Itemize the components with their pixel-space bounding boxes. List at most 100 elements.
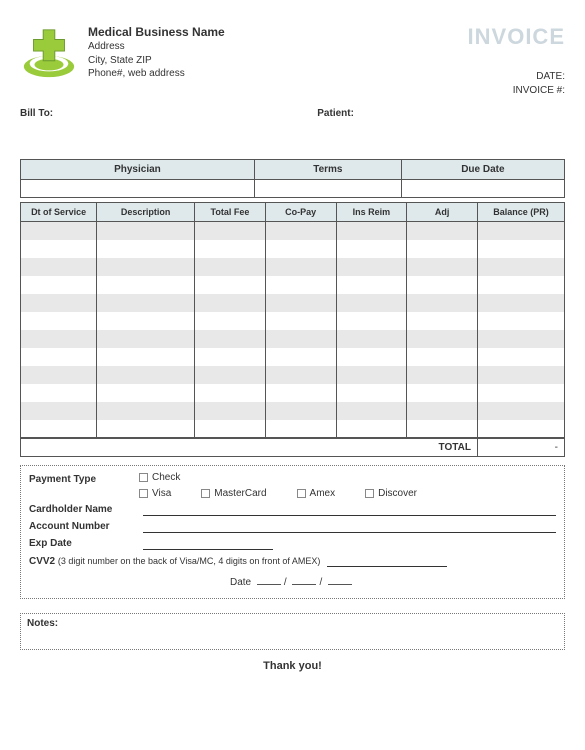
cell[interactable] (336, 330, 407, 348)
cell[interactable] (21, 258, 97, 276)
table-row[interactable] (21, 312, 565, 330)
cell[interactable] (21, 402, 97, 420)
opt-check[interactable]: Check (139, 472, 180, 483)
cell[interactable] (336, 294, 407, 312)
cell[interactable] (97, 330, 195, 348)
table-row[interactable] (21, 384, 565, 402)
cell[interactable] (477, 420, 564, 438)
cell[interactable] (336, 240, 407, 258)
cell[interactable] (97, 366, 195, 384)
cell[interactable] (477, 384, 564, 402)
table-row[interactable] (21, 294, 565, 312)
cell[interactable] (407, 222, 478, 240)
terms-cell[interactable] (254, 180, 401, 198)
cell[interactable] (97, 348, 195, 366)
physician-cell[interactable] (21, 180, 255, 198)
cell[interactable] (21, 222, 97, 240)
cell[interactable] (195, 420, 266, 438)
cell[interactable] (407, 240, 478, 258)
cell[interactable] (407, 420, 478, 438)
cell[interactable] (477, 366, 564, 384)
cell[interactable] (195, 294, 266, 312)
cardholder-input[interactable] (143, 502, 556, 516)
cell[interactable] (265, 294, 336, 312)
cell[interactable] (21, 348, 97, 366)
opt-visa[interactable]: Visa (139, 488, 171, 499)
cell[interactable] (195, 222, 266, 240)
table-row[interactable] (21, 366, 565, 384)
cell[interactable] (477, 222, 564, 240)
cell[interactable] (477, 312, 564, 330)
cell[interactable] (477, 348, 564, 366)
cell[interactable] (265, 276, 336, 294)
cell[interactable] (336, 276, 407, 294)
cell[interactable] (21, 420, 97, 438)
cell[interactable] (97, 294, 195, 312)
cell[interactable] (336, 420, 407, 438)
cell[interactable] (97, 276, 195, 294)
cell[interactable] (265, 222, 336, 240)
cell[interactable] (336, 366, 407, 384)
cell[interactable] (407, 348, 478, 366)
cell[interactable] (195, 366, 266, 384)
cell[interactable] (407, 402, 478, 420)
table-row[interactable] (21, 222, 565, 240)
table-row[interactable] (21, 420, 565, 438)
cell[interactable] (97, 222, 195, 240)
cell[interactable] (336, 348, 407, 366)
cell[interactable] (407, 366, 478, 384)
table-row[interactable] (21, 348, 565, 366)
cell[interactable] (195, 258, 266, 276)
cell[interactable] (477, 276, 564, 294)
cell[interactable] (265, 348, 336, 366)
cell[interactable] (97, 420, 195, 438)
cell[interactable] (21, 312, 97, 330)
table-row[interactable] (21, 402, 565, 420)
table-row[interactable] (21, 240, 565, 258)
cell[interactable] (97, 258, 195, 276)
cell[interactable] (97, 402, 195, 420)
cell[interactable] (336, 222, 407, 240)
cell[interactable] (477, 402, 564, 420)
cell[interactable] (265, 366, 336, 384)
cvv-input[interactable] (327, 553, 447, 567)
table-row[interactable] (21, 276, 565, 294)
cell[interactable] (265, 330, 336, 348)
cell[interactable] (21, 384, 97, 402)
table-row[interactable] (21, 258, 565, 276)
notes-box[interactable]: Notes: (20, 613, 565, 650)
cell[interactable] (195, 240, 266, 258)
cell[interactable] (407, 294, 478, 312)
cell[interactable] (195, 312, 266, 330)
opt-discover[interactable]: Discover (365, 488, 417, 499)
date-seg-2[interactable] (292, 584, 316, 585)
cell[interactable] (477, 240, 564, 258)
cell[interactable] (97, 240, 195, 258)
opt-mastercard[interactable]: MasterCard (201, 488, 266, 499)
cell[interactable] (21, 240, 97, 258)
cell[interactable] (407, 276, 478, 294)
cell[interactable] (195, 384, 266, 402)
cell[interactable] (195, 330, 266, 348)
cell[interactable] (21, 294, 97, 312)
cell[interactable] (407, 384, 478, 402)
cell[interactable] (407, 258, 478, 276)
cell[interactable] (336, 402, 407, 420)
cell[interactable] (265, 312, 336, 330)
due-date-cell[interactable] (401, 180, 564, 198)
cell[interactable] (265, 402, 336, 420)
cell[interactable] (21, 276, 97, 294)
cell[interactable] (477, 294, 564, 312)
table-row[interactable] (21, 330, 565, 348)
cell[interactable] (336, 258, 407, 276)
cell[interactable] (336, 312, 407, 330)
opt-amex[interactable]: Amex (297, 488, 336, 499)
cell[interactable] (97, 384, 195, 402)
cell[interactable] (407, 330, 478, 348)
cell[interactable] (407, 312, 478, 330)
cell[interactable] (21, 330, 97, 348)
cell[interactable] (195, 348, 266, 366)
cell[interactable] (265, 384, 336, 402)
cell[interactable] (195, 402, 266, 420)
exp-input[interactable] (143, 536, 273, 550)
